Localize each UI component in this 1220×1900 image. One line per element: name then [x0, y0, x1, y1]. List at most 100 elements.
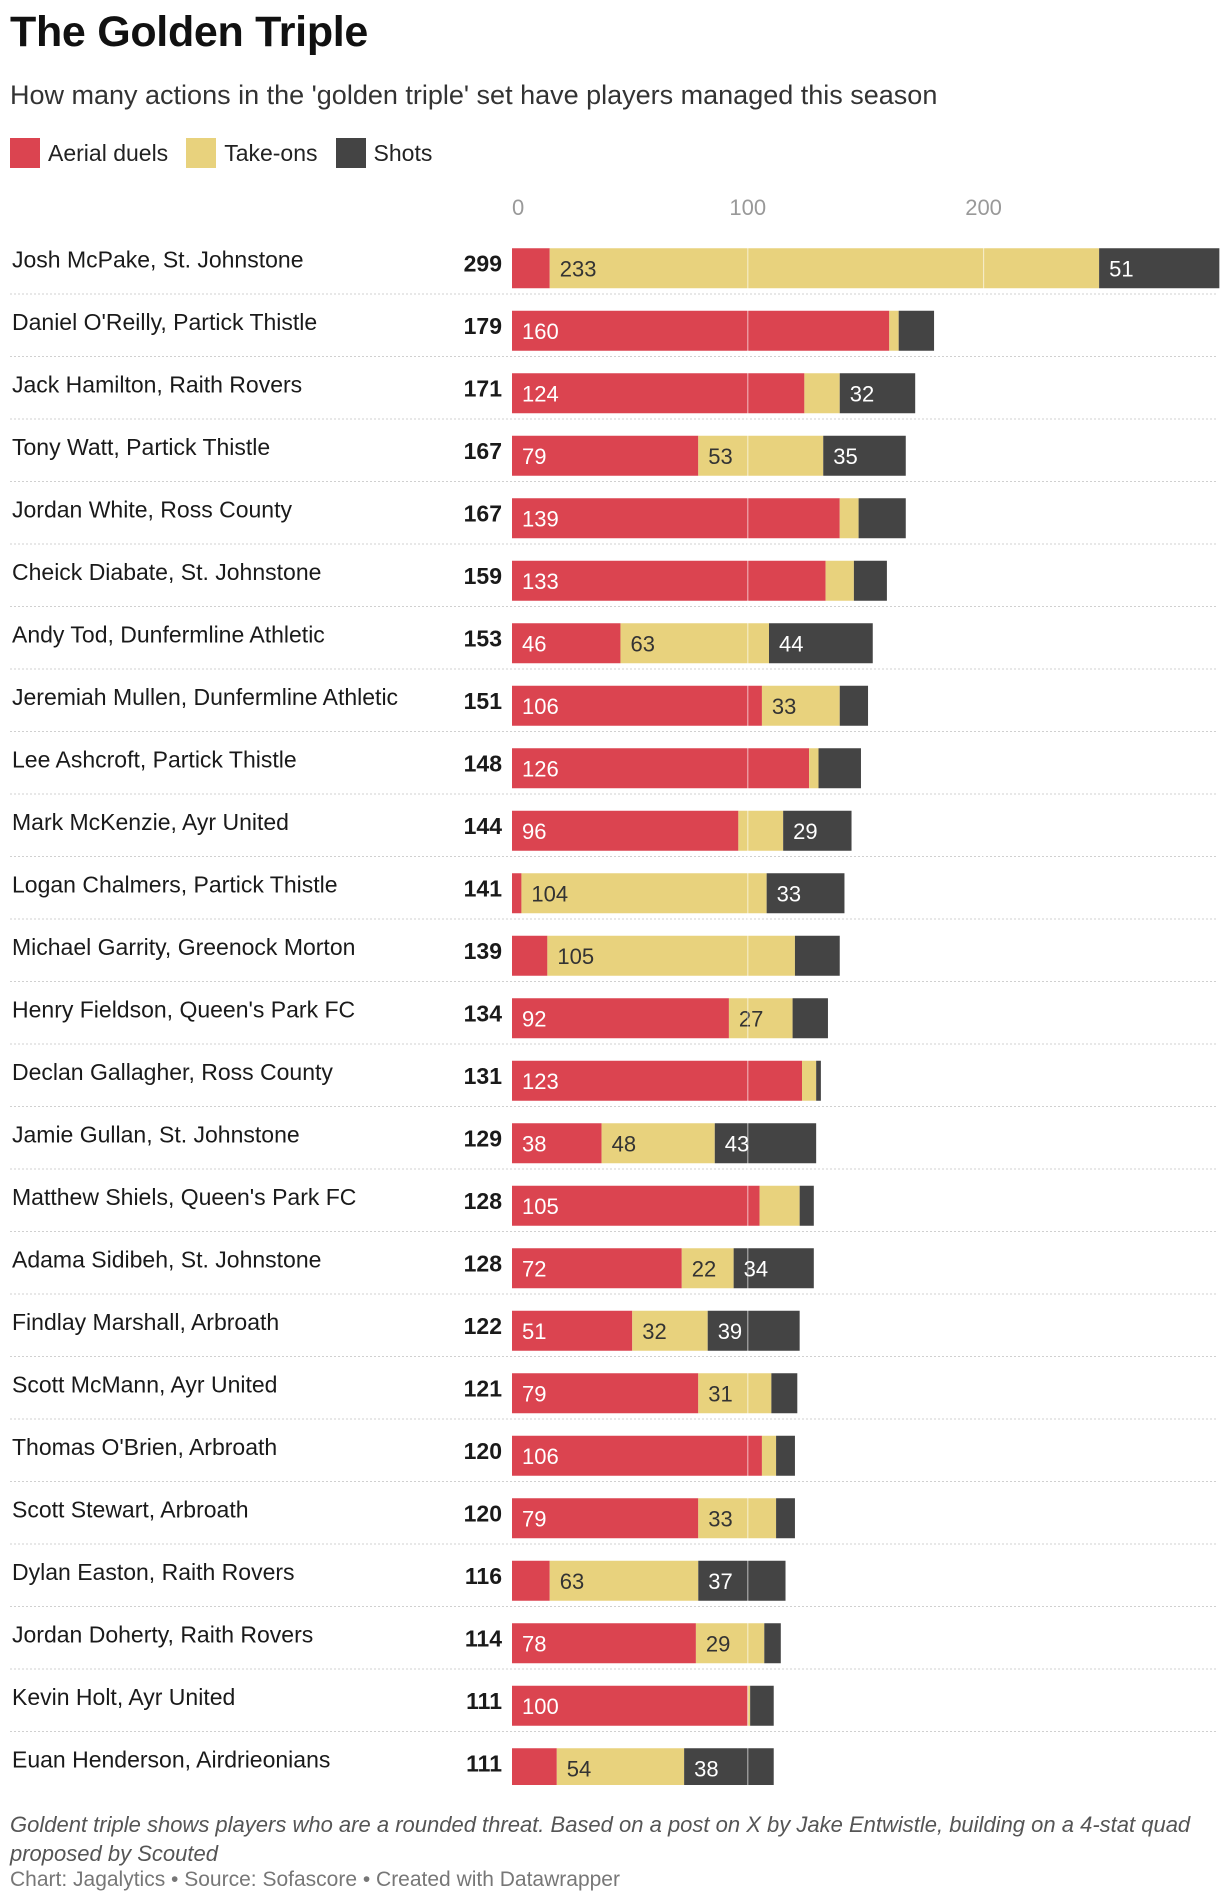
- category-label: Logan Chalmers, Partick Thistle: [12, 871, 338, 897]
- bar-segment-take-ons: [620, 623, 770, 664]
- bar-segment-take-ons: [728, 998, 793, 1039]
- bar-segment-aerial-duels: [512, 1310, 633, 1351]
- category-label: Jordan White, Ross County: [12, 496, 292, 522]
- total-label: 111: [466, 1688, 502, 1714]
- category-label: Tony Watt, Partick Thistle: [12, 434, 270, 460]
- data-label: 39: [718, 1319, 742, 1344]
- legend-item-shots: Shots: [335, 138, 433, 168]
- data-label: 133: [522, 569, 559, 594]
- bar-segment-aerial-duels: [512, 1248, 682, 1289]
- data-label: 63: [630, 631, 654, 656]
- data-label: 72: [522, 1256, 546, 1281]
- bar-segment-aerial-duels: [512, 1498, 699, 1539]
- category-label: Lee Ashcroft, Partick Thistle: [12, 746, 297, 772]
- bar-segment-aerial-duels: [512, 935, 548, 976]
- bar-segment-shots: [764, 1623, 781, 1664]
- bar-segment-shots: [818, 748, 861, 789]
- category-label: Adama Sidibeh, St. Johnstone: [12, 1246, 321, 1272]
- bar-segment-take-ons: [889, 310, 899, 351]
- bar-segment-aerial-duels: [512, 748, 810, 789]
- category-label: Kevin Holt, Ayr United: [12, 1684, 235, 1710]
- category-label: Euan Henderson, Airdrieonians: [12, 1746, 330, 1772]
- bar-segment-shots: [858, 498, 906, 539]
- footer-credit: Chart: Jagalytics • Source: Sofascore • …: [10, 1868, 620, 1891]
- total-label: 134: [464, 1000, 503, 1026]
- bar-segment-aerial-duels: [512, 810, 739, 851]
- bar-segment-shots: [750, 1685, 774, 1726]
- bar-segment-aerial-duels: [512, 560, 826, 601]
- data-label: 51: [1109, 256, 1133, 281]
- total-label: 111: [466, 1750, 502, 1776]
- bar-segment-aerial-duels: [512, 1560, 550, 1601]
- data-label: 33: [772, 694, 796, 719]
- total-label: 128: [464, 1250, 503, 1276]
- bar-segment-aerial-duels: [512, 1185, 760, 1226]
- bar-segment-shots: [898, 310, 935, 351]
- total-label: 144: [464, 813, 503, 839]
- category-label: Findlay Marshall, Arbroath: [12, 1309, 279, 1335]
- data-label: 35: [833, 444, 857, 469]
- total-label: 171: [464, 375, 503, 401]
- category-label: Jeremiah Mullen, Dunfermline Athletic: [12, 684, 398, 710]
- category-label: Henry Fieldson, Queen's Park FC: [12, 996, 355, 1022]
- bar-segment-shots: [766, 873, 845, 914]
- data-label: 139: [522, 506, 559, 531]
- bar-segment-shots: [714, 1123, 817, 1164]
- total-label: 129: [464, 1125, 502, 1151]
- bar-segment-shots: [684, 1748, 774, 1785]
- bar-segment-aerial-duels: [512, 310, 890, 351]
- bar-segment-shots: [823, 435, 906, 476]
- bar-segment-shots: [794, 935, 840, 976]
- total-label: 114: [465, 1625, 502, 1651]
- bar-segment-shots: [783, 810, 852, 851]
- data-label: 32: [642, 1319, 666, 1344]
- data-label: 29: [706, 1631, 730, 1656]
- legend-label: Aerial duels: [48, 139, 169, 166]
- bar-segment-take-ons: [698, 435, 824, 476]
- data-label: 29: [793, 819, 817, 844]
- total-label: 121: [464, 1375, 503, 1401]
- total-label: 128: [464, 1188, 503, 1214]
- total-label: 122: [464, 1313, 502, 1339]
- total-label: 141: [464, 875, 503, 901]
- bar-segment-aerial-duels: [512, 623, 621, 664]
- bar-segment-aerial-duels: [512, 248, 550, 289]
- bar-segment-aerial-duels: [512, 1748, 557, 1785]
- data-label: 126: [522, 756, 559, 781]
- bar-segment-aerial-duels: [512, 873, 522, 914]
- total-label: 151: [464, 688, 503, 714]
- bar-segment-aerial-duels: [512, 998, 729, 1039]
- data-label: 104: [531, 881, 568, 906]
- category-label: Matthew Shiels, Queen's Park FC: [12, 1184, 356, 1210]
- bar-segment-shots: [799, 1185, 814, 1226]
- data-label: 53: [708, 444, 732, 469]
- bar-segment-take-ons: [839, 498, 859, 539]
- chart-title: The Golden Triple: [10, 8, 369, 56]
- bar-segment-aerial-duels: [512, 1623, 696, 1664]
- data-label: 63: [560, 1569, 584, 1594]
- data-label: 38: [694, 1756, 718, 1781]
- legend-label: Shots: [373, 139, 433, 166]
- bar-segment-shots: [1099, 248, 1220, 289]
- bar-segment-shots: [839, 685, 869, 726]
- total-label: 120: [464, 1438, 502, 1464]
- category-label: Josh McPake, St. Johnstone: [12, 246, 304, 272]
- data-label: 78: [522, 1631, 546, 1656]
- data-label: 22: [692, 1256, 716, 1281]
- data-label: 106: [522, 1444, 559, 1469]
- bar-segment-shots: [839, 373, 916, 414]
- data-label: 106: [522, 694, 559, 719]
- bar-segment-take-ons: [761, 685, 840, 726]
- x-tick-label: 200: [965, 195, 1002, 220]
- bar-segment-aerial-duels: [512, 1123, 602, 1164]
- data-label: 51: [522, 1319, 546, 1344]
- category-label: Jack Hamilton, Raith Rovers: [12, 371, 302, 397]
- bar-segment-take-ons: [521, 873, 767, 914]
- data-label: 46: [522, 631, 546, 656]
- data-label: 124: [522, 381, 559, 406]
- data-label: 43: [725, 1131, 749, 1156]
- bar-segment-aerial-duels: [512, 1435, 762, 1476]
- data-label: 233: [560, 256, 597, 281]
- total-label: 167: [464, 500, 502, 526]
- data-label: 160: [522, 319, 559, 344]
